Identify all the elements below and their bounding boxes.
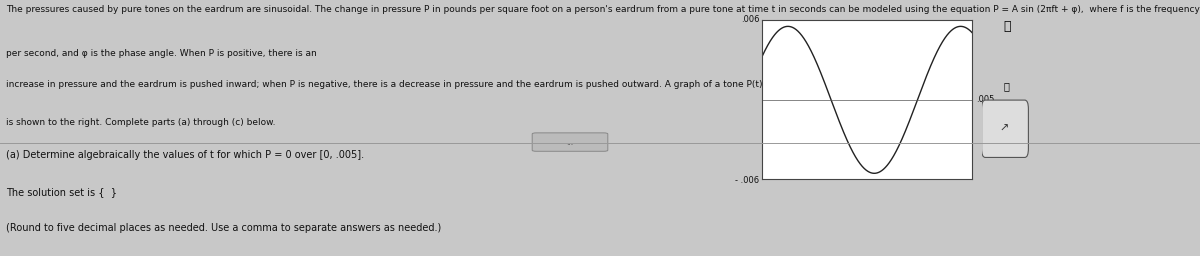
Text: - .006: - .006 [736, 176, 760, 185]
Text: The pressures caused by pure tones on the eardrum are sinusoidal. The change in : The pressures caused by pure tones on th… [6, 5, 1200, 14]
Text: The solution set is {  }: The solution set is { } [6, 187, 118, 197]
Text: (a) Determine algebraically the values of t for which P = 0 over [0, .005].: (a) Determine algebraically the values o… [6, 150, 364, 160]
Text: ↗: ↗ [1000, 124, 1009, 134]
Text: per second, and φ is the phase angle. When P is positive, there is an: per second, and φ is the phase angle. Wh… [6, 49, 317, 58]
FancyBboxPatch shape [982, 100, 1028, 157]
Text: 🔍: 🔍 [1003, 81, 1009, 91]
Text: 🔍: 🔍 [1003, 20, 1010, 33]
FancyBboxPatch shape [533, 133, 607, 151]
Text: ...: ... [566, 137, 574, 147]
Text: .006: .006 [740, 15, 760, 24]
Text: is shown to the right. Complete parts (a) through (c) below.: is shown to the right. Complete parts (a… [6, 119, 276, 127]
Text: .005: .005 [976, 95, 995, 104]
Text: increase in pressure and the eardrum is pushed inward; when P is negative, there: increase in pressure and the eardrum is … [6, 80, 899, 89]
Text: (Round to five decimal places as needed. Use a comma to separate answers as need: (Round to five decimal places as needed.… [6, 223, 442, 233]
